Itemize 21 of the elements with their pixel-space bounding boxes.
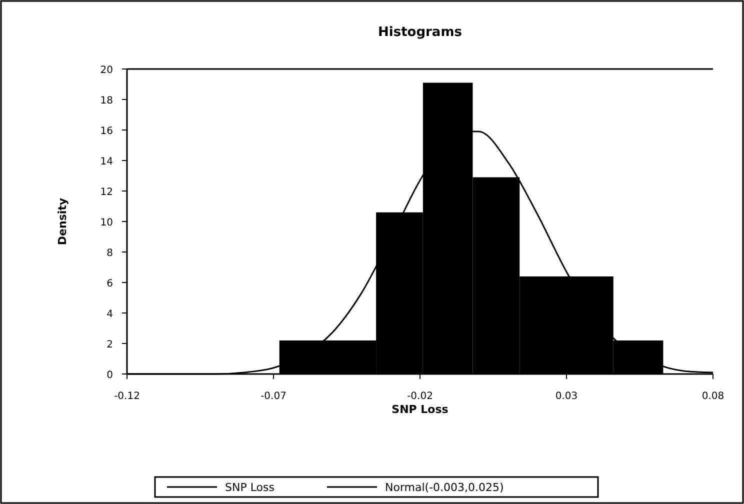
y-tick-label: 6: [106, 278, 113, 290]
legend-label: Normal(-0.003,0.025): [385, 481, 504, 494]
x-tick-label: -0.07: [260, 391, 286, 402]
legend-label: SNP Loss: [225, 481, 275, 494]
y-tick-label: 18: [100, 96, 113, 106]
y-tick-label: 14: [100, 156, 113, 168]
y-tick-label: 2: [106, 340, 113, 350]
x-tick-label: -0.12: [114, 391, 140, 402]
x-tick-label: 0.08: [702, 391, 724, 402]
y-tick-label: 20: [100, 65, 113, 76]
x-axis-title: SNP Loss: [392, 403, 449, 416]
x-tick-label: 0.03: [555, 391, 578, 402]
y-tick-label: 8: [106, 248, 113, 259]
y-tick-label: 10: [100, 218, 113, 228]
y-tick-label: 4: [106, 309, 113, 320]
chart-title: Histograms: [378, 25, 462, 40]
y-tick-label: 16: [100, 126, 113, 137]
y-axis-title: Density: [56, 198, 69, 246]
y-tick-label: 0: [106, 370, 113, 381]
y-tick-label: 12: [100, 187, 113, 198]
x-tick-label: -0.02: [407, 391, 433, 402]
